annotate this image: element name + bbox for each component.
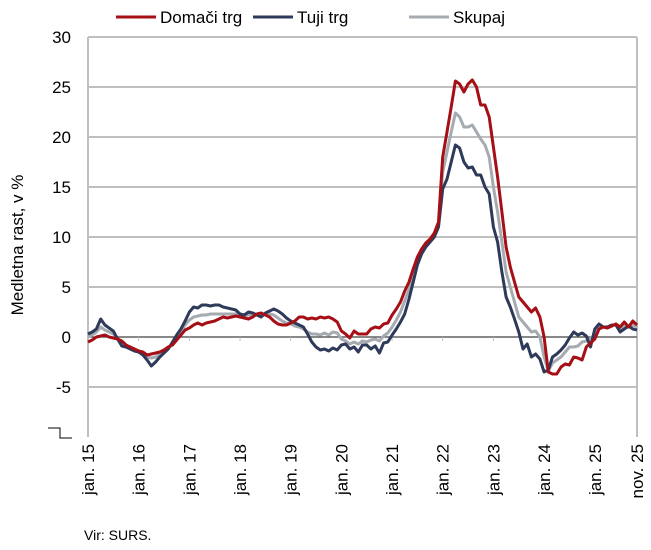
legend-label: Domači trg — [160, 8, 242, 27]
x-tick-label: jan. 21 — [383, 444, 402, 496]
series-line-doma-i-trg — [87, 78, 639, 376]
y-tick-label: 15 — [52, 178, 71, 197]
y-tick-label: 25 — [52, 78, 71, 97]
x-tick-label: jan. 15 — [79, 444, 98, 496]
axis-break-icon — [48, 427, 72, 439]
x-tick-label: jan. 24 — [535, 444, 554, 496]
series-lines — [87, 78, 639, 376]
x-tick-label: jan. 18 — [231, 444, 250, 496]
source-note: Vir: SURS. — [84, 527, 151, 543]
x-tick-label: nov. 25 — [628, 444, 647, 499]
y-axis-label: Medletna rast, v % — [8, 175, 27, 316]
series-line-tuji-trg — [87, 143, 638, 374]
legend: Domači trg Tuji trg Skupaj — [116, 8, 505, 27]
legend-label: Skupaj — [453, 8, 505, 27]
x-tick-label: jan. 19 — [282, 444, 301, 496]
y-tick-label: 30 — [52, 28, 71, 47]
x-tick-label: jan. 22 — [434, 444, 453, 496]
x-tick-label: jan. 25 — [586, 444, 605, 496]
y-tick-label: 10 — [52, 228, 71, 247]
x-tick-label: jan. 16 — [130, 444, 149, 496]
y-tick-label: 0 — [62, 328, 71, 347]
x-tick-label: jan. 23 — [484, 444, 503, 496]
y-tick-label: 5 — [62, 278, 71, 297]
x-tick-label: jan. 17 — [180, 444, 199, 496]
gridlines — [87, 36, 638, 437]
x-tick-label: jan. 20 — [332, 444, 351, 496]
series-line-skupaj — [87, 111, 638, 373]
y-tick-label: -5 — [56, 378, 71, 397]
legend-label: Tuji trg — [297, 8, 348, 27]
y-axis-ticks: -5 0 5 10 15 20 25 30 — [52, 28, 71, 397]
x-axis-ticks: jan. 15 jan. 16 jan. 17 jan. 18 jan. 19 jan. … — [79, 337, 647, 499]
y-tick-label: 20 — [52, 128, 71, 147]
